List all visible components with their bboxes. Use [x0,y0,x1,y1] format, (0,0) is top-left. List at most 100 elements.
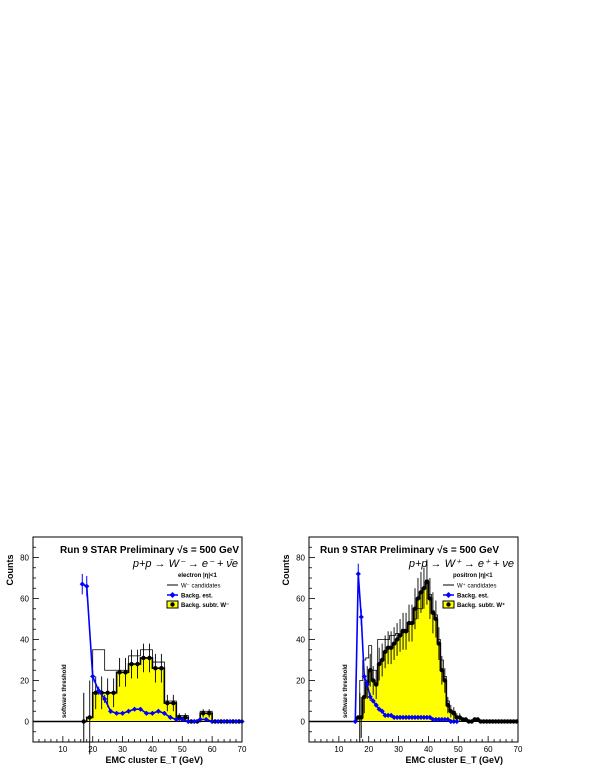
right-title: Run 9 STAR Preliminary √s = 500 GeV [320,545,499,556]
left-background-line [81,583,242,723]
right-xtick-label: 30 [394,745,403,754]
left-background-point [179,716,185,723]
left-xtick-label: 10 [58,745,67,754]
right-ytick-label: 0 [301,718,306,727]
left-subtracted-point [123,670,128,675]
right-background-point [361,673,367,679]
right-background-point [424,714,430,720]
right-background-point [412,714,418,720]
right-background-point [406,714,412,720]
right-subtracted-point [376,661,382,667]
left-legend-candidates: W⁻ candidates [181,584,221,590]
left-subtracted-point [206,711,212,716]
right-subtracted-point [391,641,397,646]
right-subtracted-point [439,668,445,673]
right-background-point [454,718,460,725]
left-legend: W⁻ candidates Backg. est. Backg. subtr. … [166,584,229,609]
right-xlabel: EMC cluster E_T (GeV) [405,755,503,765]
right-subtracted-point [388,645,394,650]
right-background-point [442,716,448,723]
right-background-point [394,714,400,720]
left-xtick-label: 40 [148,745,157,754]
right-background-point [391,714,397,720]
right-subtracted-point [373,682,379,687]
right-selection: positron |η|<1 [453,573,493,579]
right-background-point [358,614,364,620]
right-background-point [451,718,457,725]
left-subtracted-point [147,655,152,661]
right-background-point [400,714,406,720]
right-subtracted-point [412,606,418,611]
left-background-point [149,710,156,716]
left-background-point [161,710,167,716]
left-background-point [197,716,203,723]
right-background-point [403,714,409,720]
left-subtracted-point [165,700,170,706]
right-legend-subtracted: Backg. subtr. W⁺ [457,602,505,609]
right-subtracted-point [362,694,367,700]
right-subtracted-point [442,678,448,683]
right-background-point [388,712,394,718]
left-xlabel: EMC cluster E_T (GeV) [105,755,203,765]
right-threshold-label: software threshold [343,664,349,718]
left-threshold-label: software threshold [62,664,68,718]
right-background-point [409,714,415,720]
right-background-point [421,714,427,720]
left-ytick-label: 20 [20,677,29,686]
left-subtracted-point [105,690,110,695]
left-subtracted-point [135,661,140,667]
left-background-point [131,706,138,712]
right-background-point [367,694,373,700]
left-background-point [167,714,173,720]
right-background-point [385,712,391,718]
right-subtracted-point [418,590,424,595]
right-background-point [415,714,421,720]
left-reaction: p+p → W⁻ → e⁻ + ν̄e [132,558,238,570]
right-xtick-label: 60 [484,745,493,754]
left-background-point [155,708,161,714]
right-subtracted-point [415,596,421,601]
left-subtracted-point [93,690,98,695]
right-background-point [430,716,436,723]
left-background-point [185,718,191,725]
right-background-point [364,682,370,688]
left-background-point [215,718,221,725]
right-background-point [379,708,385,714]
right-frame [308,536,519,743]
left-ylabel: Counts [5,555,15,586]
left-background-point [203,716,209,723]
right-background-point [439,716,445,723]
right-reaction: p+p → W⁺ → e⁺ + νe [408,558,514,570]
left-title: Run 9 STAR Preliminary √s = 500 GeV [60,545,239,556]
left-xtick-label: 70 [238,745,247,754]
right-xtick-label: 40 [424,745,433,754]
left-background-point [119,710,126,716]
right-xtick-label: 20 [364,745,373,754]
left-subtracted-point [129,661,134,667]
right-background-point [376,706,382,712]
left-xtick-label: 20 [88,745,97,754]
right-ylabel: Counts [281,555,291,586]
left-subtracted-point [159,666,164,671]
left-background-point [79,581,85,587]
right-background-point [397,714,403,720]
right-plot-body: 0 20 40 60 80 10 20 30 40 50 60 70 [296,536,523,754]
left-ytick-label: 80 [20,554,29,563]
right-ytick-label: 40 [296,636,305,645]
left-ytick-label: 0 [25,718,30,727]
right-subtracted-point [421,586,427,591]
left-subtracted-fill [33,657,242,722]
right-subtracted-point [359,715,364,720]
right-subtracted-point [368,668,373,673]
right-background-point [418,714,424,720]
right-subtracted-point [451,711,457,716]
right-ytick-label: 20 [296,677,305,686]
right-subtracted-point [394,637,400,642]
right-xtick-label: 50 [454,745,463,754]
right-subtracted-point [427,596,433,601]
left-xtick-label: 60 [208,745,217,754]
left-background-point [209,718,215,725]
right-background-point [373,702,379,708]
left-background-point [102,696,108,702]
